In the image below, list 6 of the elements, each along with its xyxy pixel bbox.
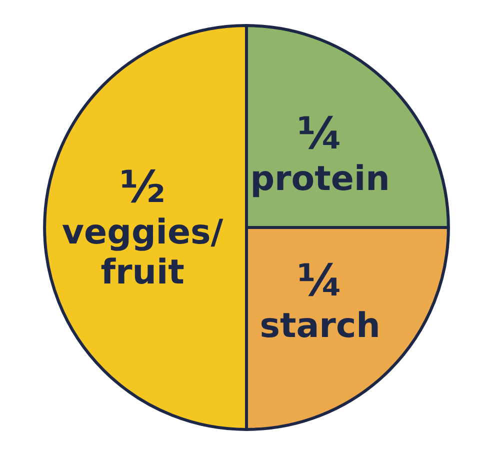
- data-label: ¼: [297, 256, 343, 307]
- slice-label: veggies/fruit: [62, 212, 224, 292]
- slice-label: starch: [260, 306, 380, 346]
- data-label: ½: [120, 162, 166, 213]
- data-label: ¼: [297, 108, 343, 160]
- slice-label: protein: [250, 158, 390, 199]
